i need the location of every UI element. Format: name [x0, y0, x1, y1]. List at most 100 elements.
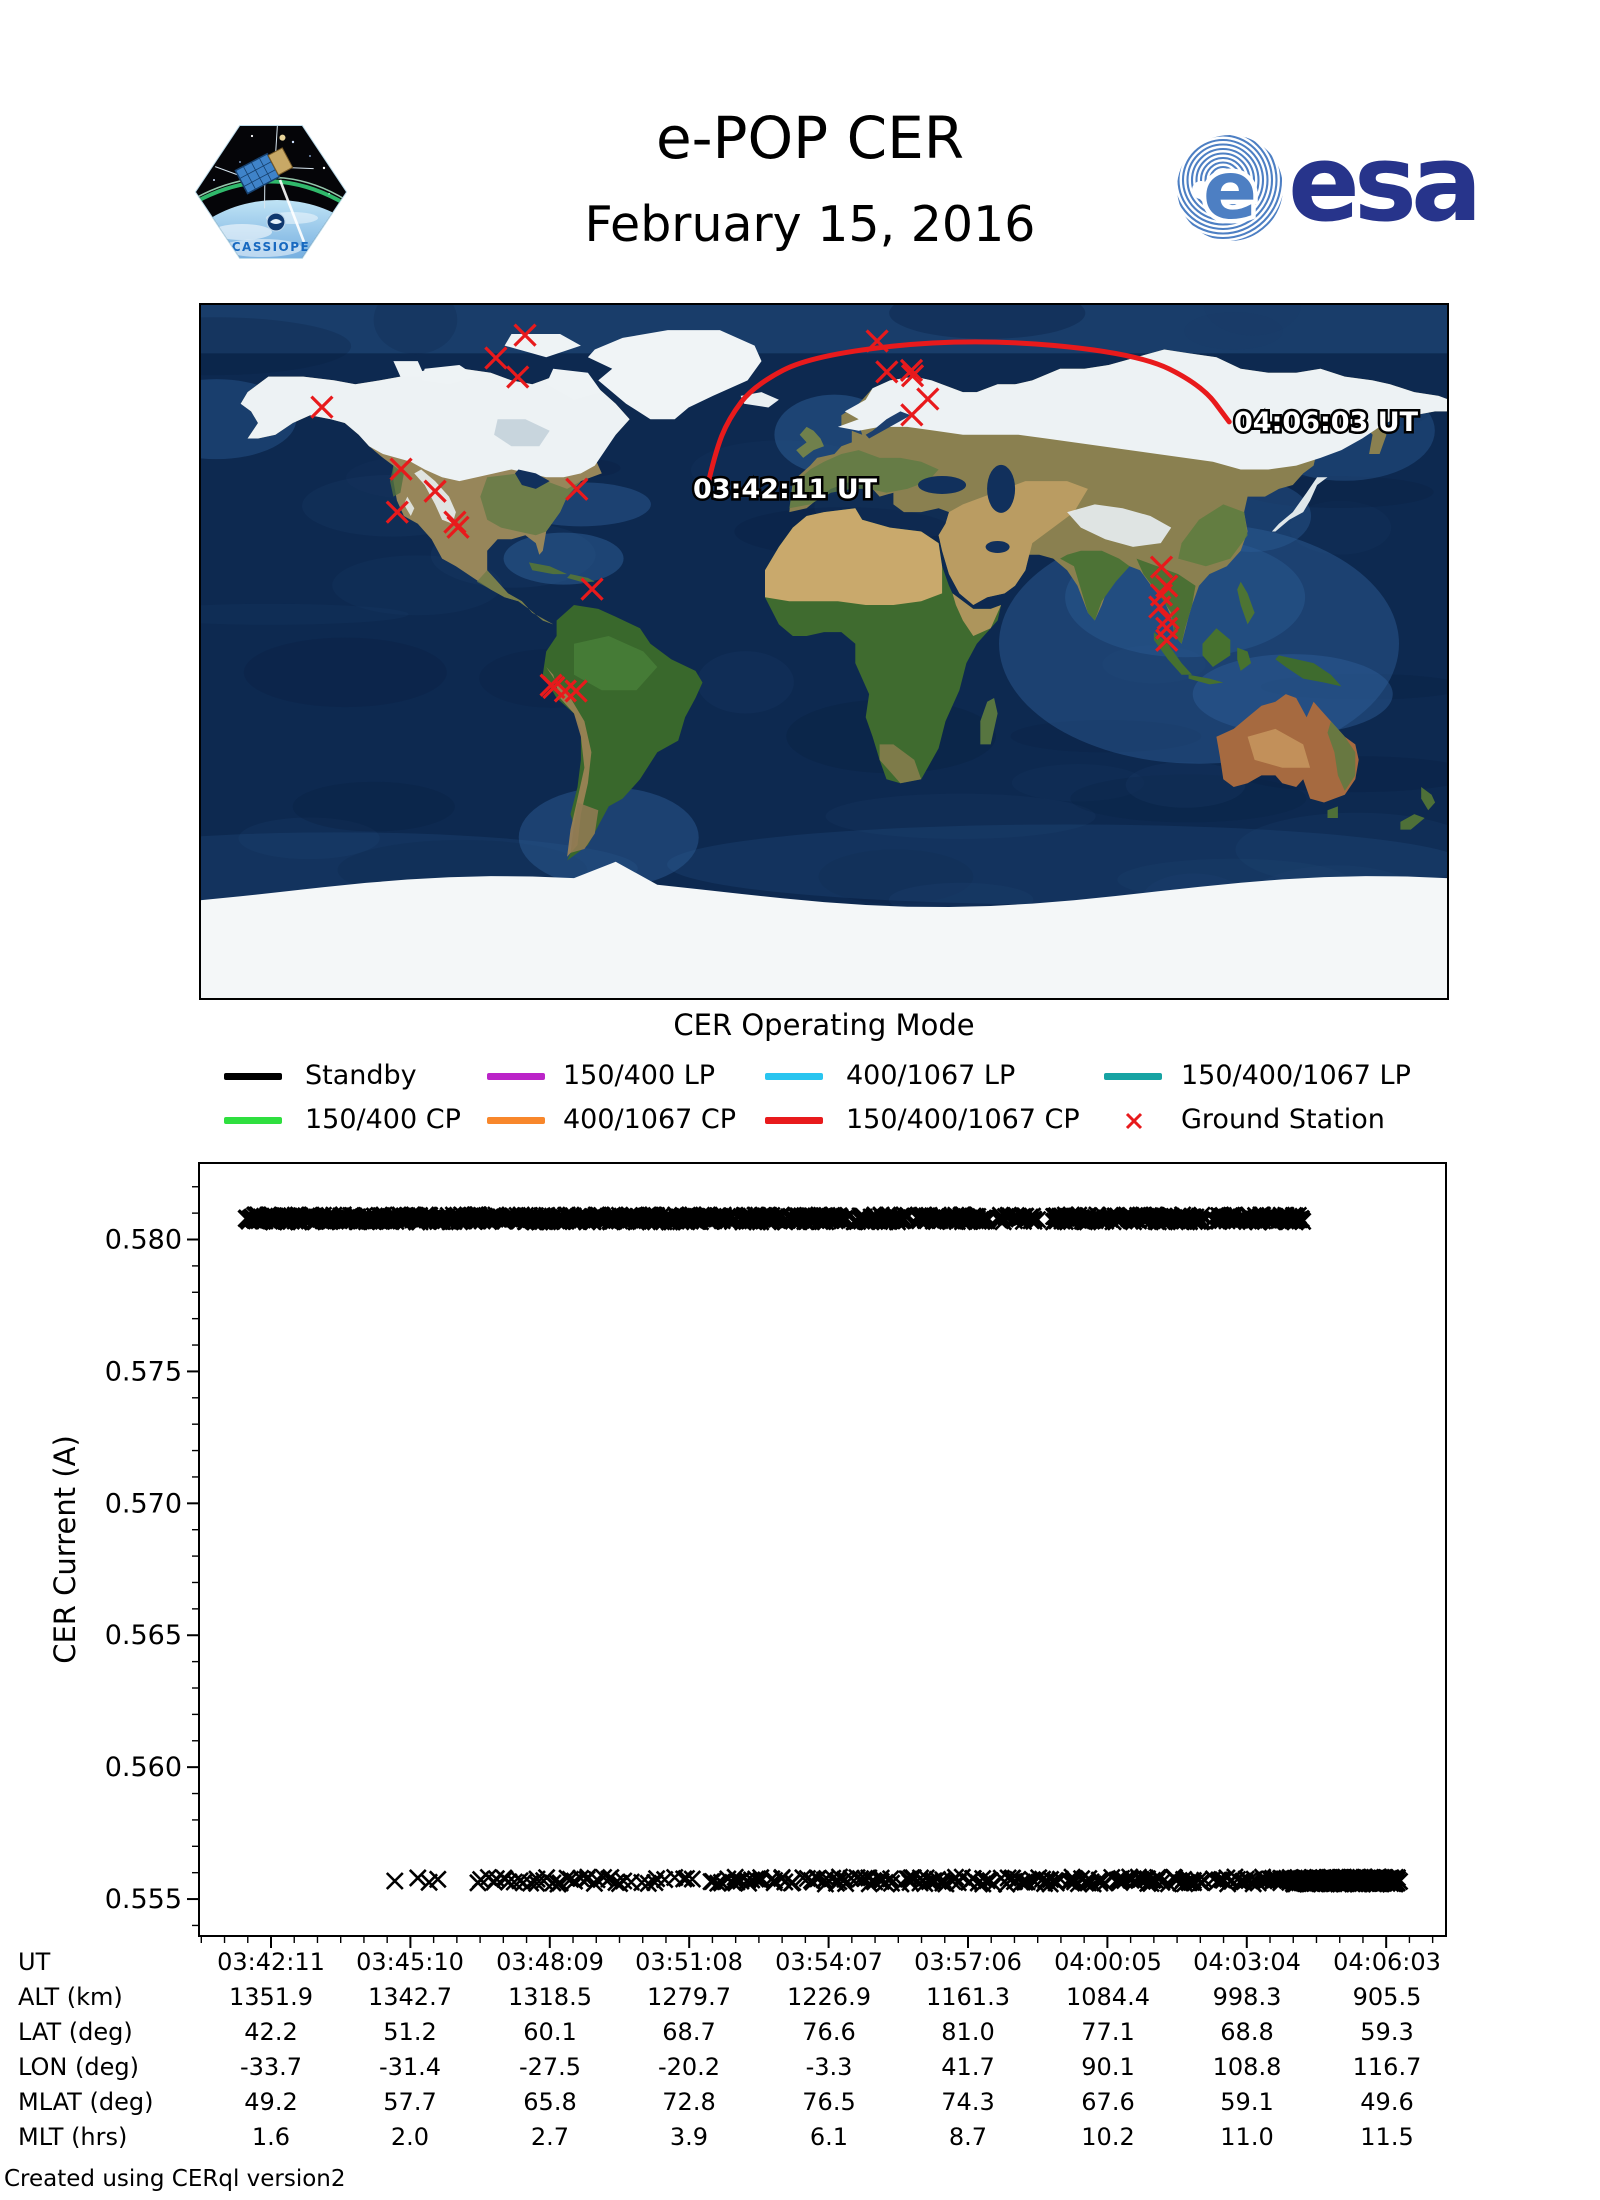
table-cell: 11.0 — [1220, 2123, 1274, 2151]
scatter-band — [237, 1205, 1312, 1231]
trajectory-start-time-label: 03:42:11 UT — [693, 474, 878, 505]
table-row-label-mlat-deg-: MLAT (deg) — [18, 2088, 154, 2116]
table-row-label-lat-deg-: LAT (deg) — [18, 2018, 133, 2046]
scatter-band — [385, 1868, 1409, 1894]
table-cell: 1279.7 — [647, 1983, 731, 2011]
legend-label-400-1067-lp: 400/1067 LP — [846, 1060, 1016, 1091]
y-tick-label: 0.565 — [105, 1620, 182, 1651]
legend-label-standby: Standby — [305, 1060, 417, 1091]
table-cell: 90.1 — [1081, 2053, 1135, 2081]
ground-station-marker — [1148, 595, 1172, 619]
table-cell: 6.1 — [809, 2123, 849, 2151]
table-cell: 76.6 — [802, 2018, 856, 2046]
ground-station-marker — [580, 577, 604, 601]
table-cell: 11.5 — [1360, 2123, 1414, 2151]
legend-label-150-400-cp: 150/400 CP — [305, 1104, 461, 1135]
ground-station-marker — [1149, 555, 1174, 579]
ground-station-marker — [899, 358, 924, 383]
table-cell: 81.0 — [941, 2018, 995, 2046]
table-cell: 51.2 — [383, 2018, 437, 2046]
table-cell: 03:45:10 — [356, 1948, 464, 1976]
table-cell: 1.6 — [251, 2123, 291, 2151]
table-cell: 77.1 — [1081, 2018, 1135, 2046]
legend-label-400-1067-cp: 400/1067 CP — [563, 1104, 737, 1135]
esa-circle-e: e — [1203, 144, 1257, 237]
table-cell: 76.5 — [802, 2088, 856, 2116]
legend-swatch-150-400-cp — [224, 1117, 282, 1124]
map-caption: CER Operating Mode — [673, 1008, 975, 1042]
ground-station-marker — [553, 679, 577, 703]
ground-station-marker — [389, 457, 413, 481]
table-row-label-ut: UT — [18, 1948, 51, 1976]
table-cell: 04:00:05 — [1054, 1948, 1162, 1976]
table-cell: 905.5 — [1352, 1983, 1422, 2011]
table-cell: -3.3 — [805, 2053, 853, 2081]
table-row-label-alt-km-: ALT (km) — [18, 1983, 123, 2011]
table-cell: 03:42:11 — [217, 1948, 325, 1976]
table-cell: 1351.9 — [229, 1983, 313, 2011]
table-cell: 42.2 — [244, 2018, 298, 2046]
table-cell: 04:06:03 — [1333, 1948, 1441, 1976]
table-cell: 10.2 — [1081, 2123, 1135, 2151]
legend-label-ground-station: Ground Station — [1181, 1104, 1385, 1135]
table-cell: 1342.7 — [368, 1983, 452, 2011]
table-cell: 2.7 — [530, 2123, 570, 2151]
table-cell: 2.0 — [390, 2123, 430, 2151]
y-tick-label: 0.580 — [105, 1225, 182, 1256]
table-cell: 04:03:04 — [1193, 1948, 1301, 1976]
legend-swatch-400-1067-cp — [487, 1117, 545, 1124]
table-cell: 49.6 — [1360, 2088, 1414, 2116]
table-cell: 41.7 — [941, 2053, 995, 2081]
table-cell: 59.1 — [1220, 2088, 1274, 2116]
ground-station-marker — [484, 346, 508, 370]
ground-station-marker — [865, 329, 889, 353]
table-cell: 1318.5 — [508, 1983, 592, 2011]
cassiope-mission-patch-icon: CASSIOPE — [194, 125, 348, 259]
ground-station-marker — [506, 365, 530, 389]
ground-station-marker — [423, 479, 447, 503]
satellite-trajectory — [704, 339, 1232, 491]
y-tick-label: 0.570 — [105, 1488, 182, 1519]
table-cell: 03:48:09 — [496, 1948, 604, 1976]
trajectory-end-time-label: 04:06:03 UT — [1234, 407, 1419, 438]
table-cell: 03:51:08 — [635, 1948, 743, 1976]
table-cell: -27.5 — [518, 2053, 582, 2081]
ground-station-marker — [875, 360, 899, 384]
table-cell: 998.3 — [1212, 1983, 1282, 2011]
legend-swatch-150-400-1067-cp — [765, 1117, 823, 1124]
legend-swatch-400-1067-lp — [765, 1073, 823, 1080]
table-cell: 72.8 — [662, 2088, 716, 2116]
y-tick-label: 0.560 — [105, 1752, 182, 1783]
ground-station-marker — [310, 395, 334, 419]
ground-station-marker — [513, 323, 537, 347]
legend-swatch-150-400-1067-lp — [1104, 1073, 1162, 1080]
table-cell: -31.4 — [378, 2053, 442, 2081]
ground-station-marker — [1156, 606, 1180, 630]
patch-label: CASSIOPE — [232, 240, 311, 254]
legend-marker-ground-station — [1125, 1112, 1143, 1130]
ground-station-marker — [565, 477, 589, 501]
y-tick-label: 0.575 — [105, 1356, 182, 1387]
table-cell: 60.1 — [523, 2018, 577, 2046]
world-map: 03:42:11 UT 04:06:03 UT — [199, 303, 1449, 1000]
table-cell: 03:57:06 — [914, 1948, 1022, 1976]
table-row-label-lon-deg-: LON (deg) — [18, 2053, 139, 2081]
legend-label-150-400-lp: 150/400 LP — [563, 1060, 716, 1091]
table-cell: 68.7 — [662, 2018, 716, 2046]
table-cell: 74.3 — [941, 2088, 995, 2116]
table-cell: 49.2 — [244, 2088, 298, 2116]
esa-logo-icon: e esa — [1177, 128, 1478, 245]
page-title: e-POP CER — [655, 104, 965, 172]
y-axis-label: CER Current (A) — [48, 1435, 82, 1664]
scatter-plot: 0.555 0.560 0.565 0.570 0.575 0.580 CER Curren… — [48, 1162, 1447, 1948]
table-cell: 68.8 — [1220, 2018, 1274, 2046]
y-tick-label: 0.555 — [105, 1884, 182, 1915]
table-cell: 57.7 — [383, 2088, 437, 2116]
table-cell: 8.7 — [948, 2123, 988, 2151]
table-cell: 59.3 — [1360, 2018, 1414, 2046]
table-cell: 108.8 — [1212, 2053, 1282, 2081]
table-cell: 116.7 — [1352, 2053, 1422, 2081]
ground-station-marker — [446, 515, 470, 539]
footer-note: Created using CERql version2 — [4, 2166, 346, 2192]
